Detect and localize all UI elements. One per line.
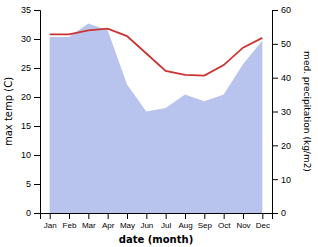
tick: 15 (21, 121, 40, 131)
tick-mark (262, 213, 263, 219)
tick: 20 (272, 141, 291, 151)
tick-label: Oct (218, 221, 231, 230)
x-axis-title: date (month) (119, 234, 193, 245)
tick-label: 15 (21, 121, 31, 131)
tick: 10 (21, 150, 40, 160)
tick-mark (224, 213, 225, 219)
tick-label: 60 (281, 5, 291, 15)
tick: Jan (44, 213, 57, 230)
tick: Jul (161, 213, 171, 230)
tick: 0 (272, 208, 286, 218)
tick: 20 (21, 92, 40, 102)
tick: Dec (256, 213, 270, 230)
tick: Sep (198, 213, 213, 230)
tick: 50 (272, 39, 291, 49)
precipitation-area (50, 24, 263, 213)
tick-mark (50, 213, 51, 219)
tick: Aug (178, 213, 192, 230)
tick-mark (34, 213, 40, 214)
tick-label: 20 (21, 92, 31, 102)
tick: Mar (82, 213, 96, 230)
tick-mark (272, 179, 278, 180)
tick-label: Aug (178, 221, 192, 230)
tick-label: Feb (63, 221, 77, 230)
tick: 35 (21, 5, 40, 15)
tick-label: 10 (21, 150, 31, 160)
tick-mark (272, 10, 278, 11)
tick: Nov (236, 213, 250, 230)
tick-label: Apr (102, 221, 115, 230)
tick-label: 20 (281, 141, 291, 151)
tick-label: 5 (26, 179, 31, 189)
tick-label: Dec (256, 221, 270, 230)
tick-mark (34, 10, 40, 11)
y2-axis: 0 10 20 30 40 50 60 (272, 5, 291, 218)
tick-label: Nov (236, 221, 250, 230)
tick-label: 0 (281, 208, 286, 218)
tick-label: May (120, 221, 135, 230)
tick-label: 35 (21, 5, 31, 15)
axis-line (34, 11, 41, 214)
tick-label: Mar (82, 221, 96, 230)
tick-label: 25 (21, 63, 31, 73)
axis-line (41, 214, 273, 220)
axis-line (273, 11, 279, 214)
tick-label: 10 (281, 175, 291, 185)
tick: May (120, 213, 135, 230)
tick: Apr (102, 213, 115, 230)
tick: Oct (218, 213, 231, 230)
tick-mark (243, 213, 244, 219)
tick-mark (34, 97, 40, 98)
tick: 5 (26, 179, 40, 189)
tick: 25 (21, 63, 40, 73)
tick-mark (34, 68, 40, 69)
tick-mark (272, 145, 278, 146)
tick-label: Sep (198, 221, 213, 230)
tick-mark (69, 213, 70, 219)
tick-mark (88, 213, 89, 219)
tick-label: 50 (281, 39, 291, 49)
tick-label: Jan (44, 221, 57, 230)
chart-container: Jan Feb Mar Apr May Jun Jul Aug Sep Oct Nov Dec 0 5 10… (0, 0, 318, 247)
tick-mark (185, 213, 186, 219)
tick-mark (34, 155, 40, 156)
temperature-line (50, 29, 263, 76)
plot: Jan Feb Mar Apr May Jun Jul Aug Sep Oct Nov Dec 0 5 10… (3, 5, 312, 245)
tick-mark (108, 213, 109, 219)
tick: Feb (63, 213, 77, 230)
tick-mark (272, 78, 278, 79)
tick-mark (272, 44, 278, 45)
tick: 40 (272, 73, 291, 83)
tick: 10 (272, 175, 291, 185)
tick-mark (34, 39, 40, 40)
tick-mark (127, 213, 128, 219)
tick: Jun (140, 213, 153, 230)
tick-label: Jun (140, 221, 153, 230)
y-axis-title: max temp (C) (3, 77, 14, 146)
tick: 60 (272, 5, 291, 15)
tick: 30 (272, 107, 291, 117)
tick-label: Jul (161, 221, 171, 230)
y-axis: 0 5 10 15 20 25 30 35 (21, 5, 41, 218)
tick-mark (34, 184, 40, 185)
tick-mark (34, 126, 40, 127)
chart: Jan Feb Mar Apr May Jun Jul Aug Sep Oct Nov Dec 0 5 10… (0, 0, 318, 247)
tick-mark (272, 213, 278, 214)
tick: 30 (21, 34, 40, 44)
marks (50, 24, 263, 213)
tick-label: 0 (26, 208, 31, 218)
tick-mark (204, 213, 205, 219)
y2-axis-title: med. precipitation (kg/m2) (302, 51, 312, 172)
tick-label: 30 (21, 34, 31, 44)
tick-mark (166, 213, 167, 219)
tick-mark (272, 112, 278, 113)
tick: 0 (26, 208, 40, 218)
tick-mark (146, 213, 147, 219)
x-axis: Jan Feb Mar Apr May Jun Jul Aug Sep Oct Nov Dec (41, 213, 273, 230)
tick-label: 30 (281, 107, 291, 117)
tick-label: 40 (281, 73, 291, 83)
